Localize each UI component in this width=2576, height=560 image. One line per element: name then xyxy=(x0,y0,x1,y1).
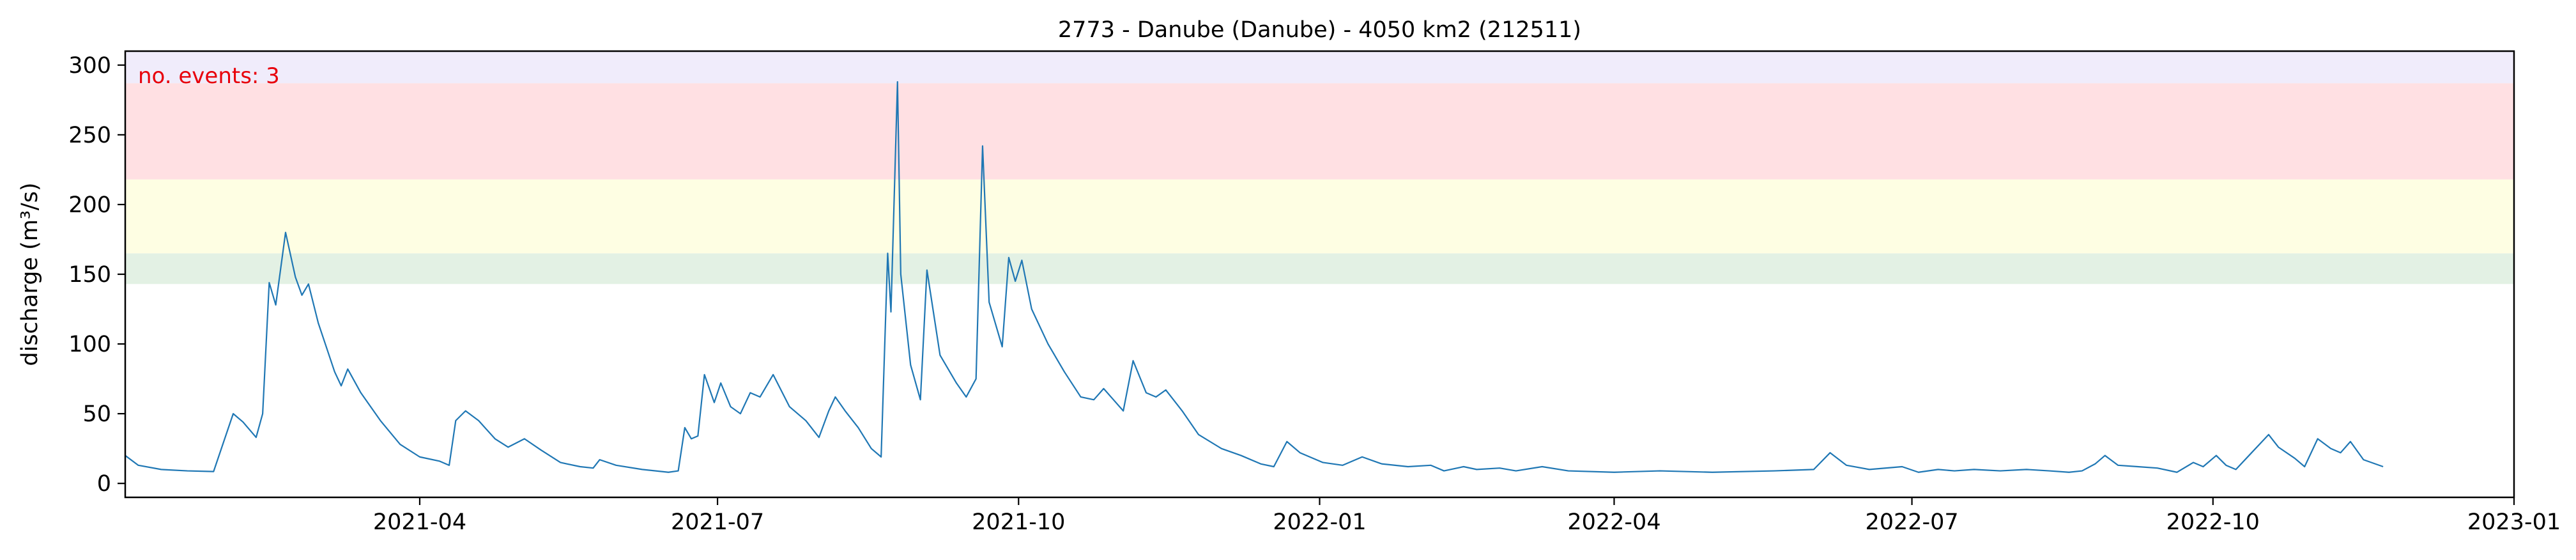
chart-title: 2773 - Danube (Danube) - 4050 km2 (21251… xyxy=(1058,17,1581,43)
threshold-band-3 xyxy=(125,83,2514,180)
threshold-band-1 xyxy=(125,253,2514,284)
y-axis-label: discharge (m³/s) xyxy=(17,182,43,366)
threshold-band-2 xyxy=(125,179,2514,254)
series-line-1 xyxy=(125,81,2384,473)
events-count-annotation: no. events: 3 xyxy=(138,63,280,89)
y-axis-ticks: 0 50 100 150 200 250 300 xyxy=(68,53,125,497)
threshold-bands xyxy=(125,51,2514,284)
x-tick-label-5: 2022-04 xyxy=(1567,509,1660,535)
x-tick-label-8: 2023-01 xyxy=(2467,509,2561,535)
x-tick-label-2: 2021-07 xyxy=(671,509,764,535)
x-tick-label-1: 2021-04 xyxy=(373,509,466,535)
x-tick-label-7: 2022-10 xyxy=(2166,509,2260,535)
y-tick-label-6: 250 xyxy=(68,123,111,148)
y-tick-label-3: 100 xyxy=(68,332,111,357)
x-tick-label-4: 2022-01 xyxy=(1273,509,1366,535)
threshold-band-4 xyxy=(125,51,2514,84)
discharge-series xyxy=(125,81,2384,473)
y-tick-label-5: 200 xyxy=(68,192,111,218)
x-tick-label-3: 2021-10 xyxy=(972,509,1065,535)
y-tick-label-4: 150 xyxy=(68,262,111,288)
x-tick-label-6: 2022-07 xyxy=(1865,509,1958,535)
x-axis-ticks: 2021-04 2021-07 2021-10 2022-01 2022-04 2022-… xyxy=(373,497,2561,535)
y-tick-label-1: 0 xyxy=(97,471,111,497)
y-tick-label-7: 300 xyxy=(68,53,111,79)
y-tick-label-2: 50 xyxy=(82,401,111,427)
